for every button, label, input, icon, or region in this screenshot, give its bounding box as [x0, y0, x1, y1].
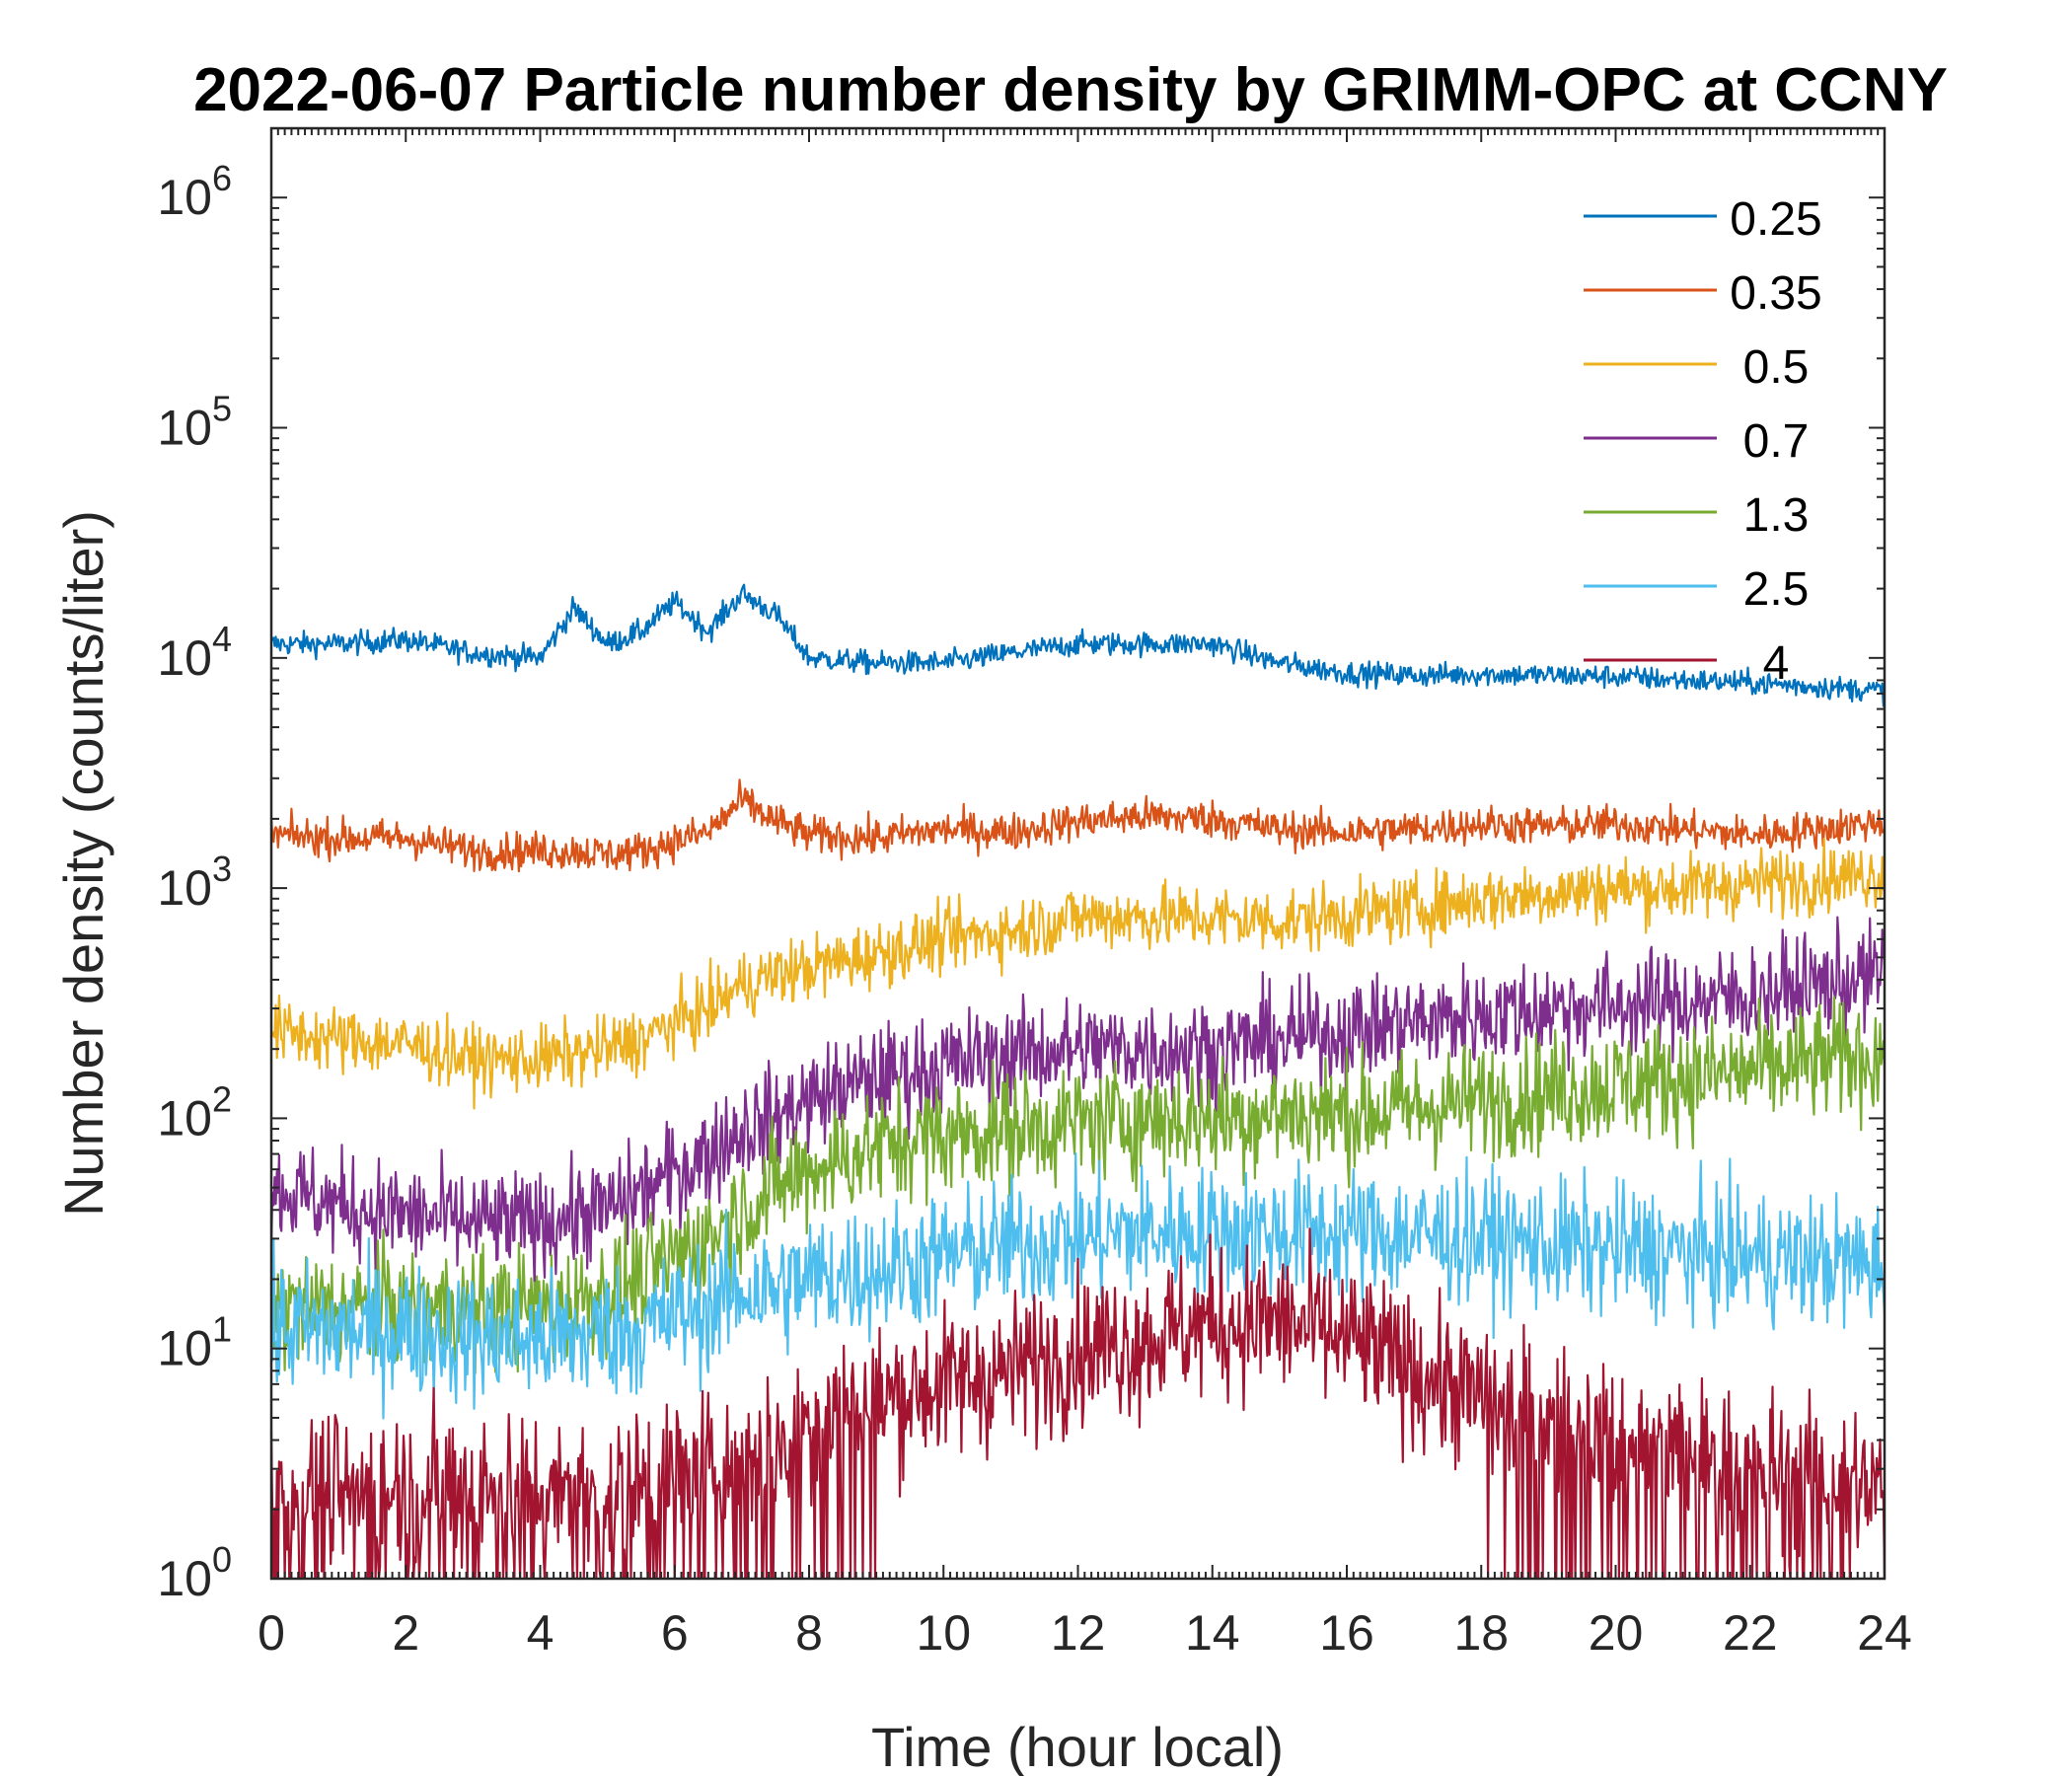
x-tick-label: 8 — [795, 1605, 823, 1661]
legend-label-4: 4 — [1763, 637, 1790, 690]
x-tick-label: 6 — [661, 1605, 689, 1661]
x-tick-label: 24 — [1857, 1605, 1912, 1661]
legend-label-0-7: 0.7 — [1743, 415, 1810, 468]
y-tick-label: 105 — [157, 389, 232, 456]
x-tick-label: 14 — [1185, 1605, 1240, 1661]
x-tick-label: 10 — [916, 1605, 971, 1661]
y-tick-label: 103 — [157, 849, 232, 916]
x-tick-label: 18 — [1453, 1605, 1509, 1661]
legend-label-0-5: 0.5 — [1743, 341, 1810, 394]
legend-label-1-3: 1.3 — [1743, 489, 1810, 542]
x-tick-label: 0 — [258, 1605, 285, 1661]
series-line-0-5 — [270, 838, 1887, 1110]
legend: 0.25 0.35 0.5 0.7 1.3 2.5 4 — [1584, 193, 1822, 690]
legend-label-0-25: 0.25 — [1730, 193, 1821, 246]
series-line-0-25 — [270, 583, 1887, 707]
x-axis-label: Time (hour local) — [871, 1716, 1284, 1776]
x-tick-label: 2 — [392, 1605, 419, 1661]
x-tick-label: 22 — [1723, 1605, 1778, 1661]
chart-title: 2022-06-07 Particle number density by GR… — [193, 56, 1948, 124]
y-tick-label: 102 — [157, 1078, 232, 1146]
series-line-4 — [269, 1227, 1887, 1581]
x-tick-label: 4 — [527, 1605, 555, 1661]
x-tick-label: 16 — [1319, 1605, 1374, 1661]
x-tick-label: 12 — [1051, 1605, 1106, 1661]
y-tick-label: 100 — [157, 1539, 232, 1606]
y-tick-label: 104 — [157, 619, 232, 686]
x-tick-label: 20 — [1589, 1605, 1644, 1661]
y-axis-label: Number density (counts/liter) — [52, 510, 114, 1217]
y-tick-label: 101 — [157, 1309, 232, 1376]
series-line-0-7 — [269, 916, 1887, 1292]
series-layer — [269, 583, 1887, 1581]
axes-layer: 0 2 4 6 8 10 12 14 16 18 20 22 241001011021031041051… — [157, 126, 1912, 1661]
legend-label-0-35: 0.35 — [1730, 267, 1821, 320]
y-tick-label: 106 — [157, 158, 232, 225]
legend-label-2-5: 2.5 — [1743, 563, 1810, 616]
series-line-0-35 — [269, 778, 1886, 873]
